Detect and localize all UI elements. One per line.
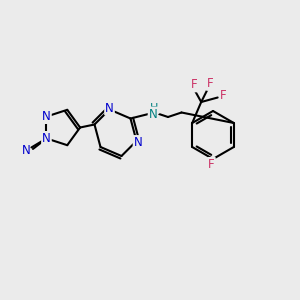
Text: F: F [208, 158, 215, 171]
Text: N: N [22, 144, 31, 157]
Text: F: F [207, 77, 214, 90]
Text: F: F [190, 78, 197, 92]
Text: N: N [42, 132, 51, 145]
Text: N: N [42, 110, 51, 123]
Text: F: F [220, 89, 226, 103]
Text: N: N [148, 107, 158, 121]
Text: N: N [105, 101, 114, 115]
Text: N: N [134, 136, 142, 149]
Text: H: H [150, 103, 159, 113]
